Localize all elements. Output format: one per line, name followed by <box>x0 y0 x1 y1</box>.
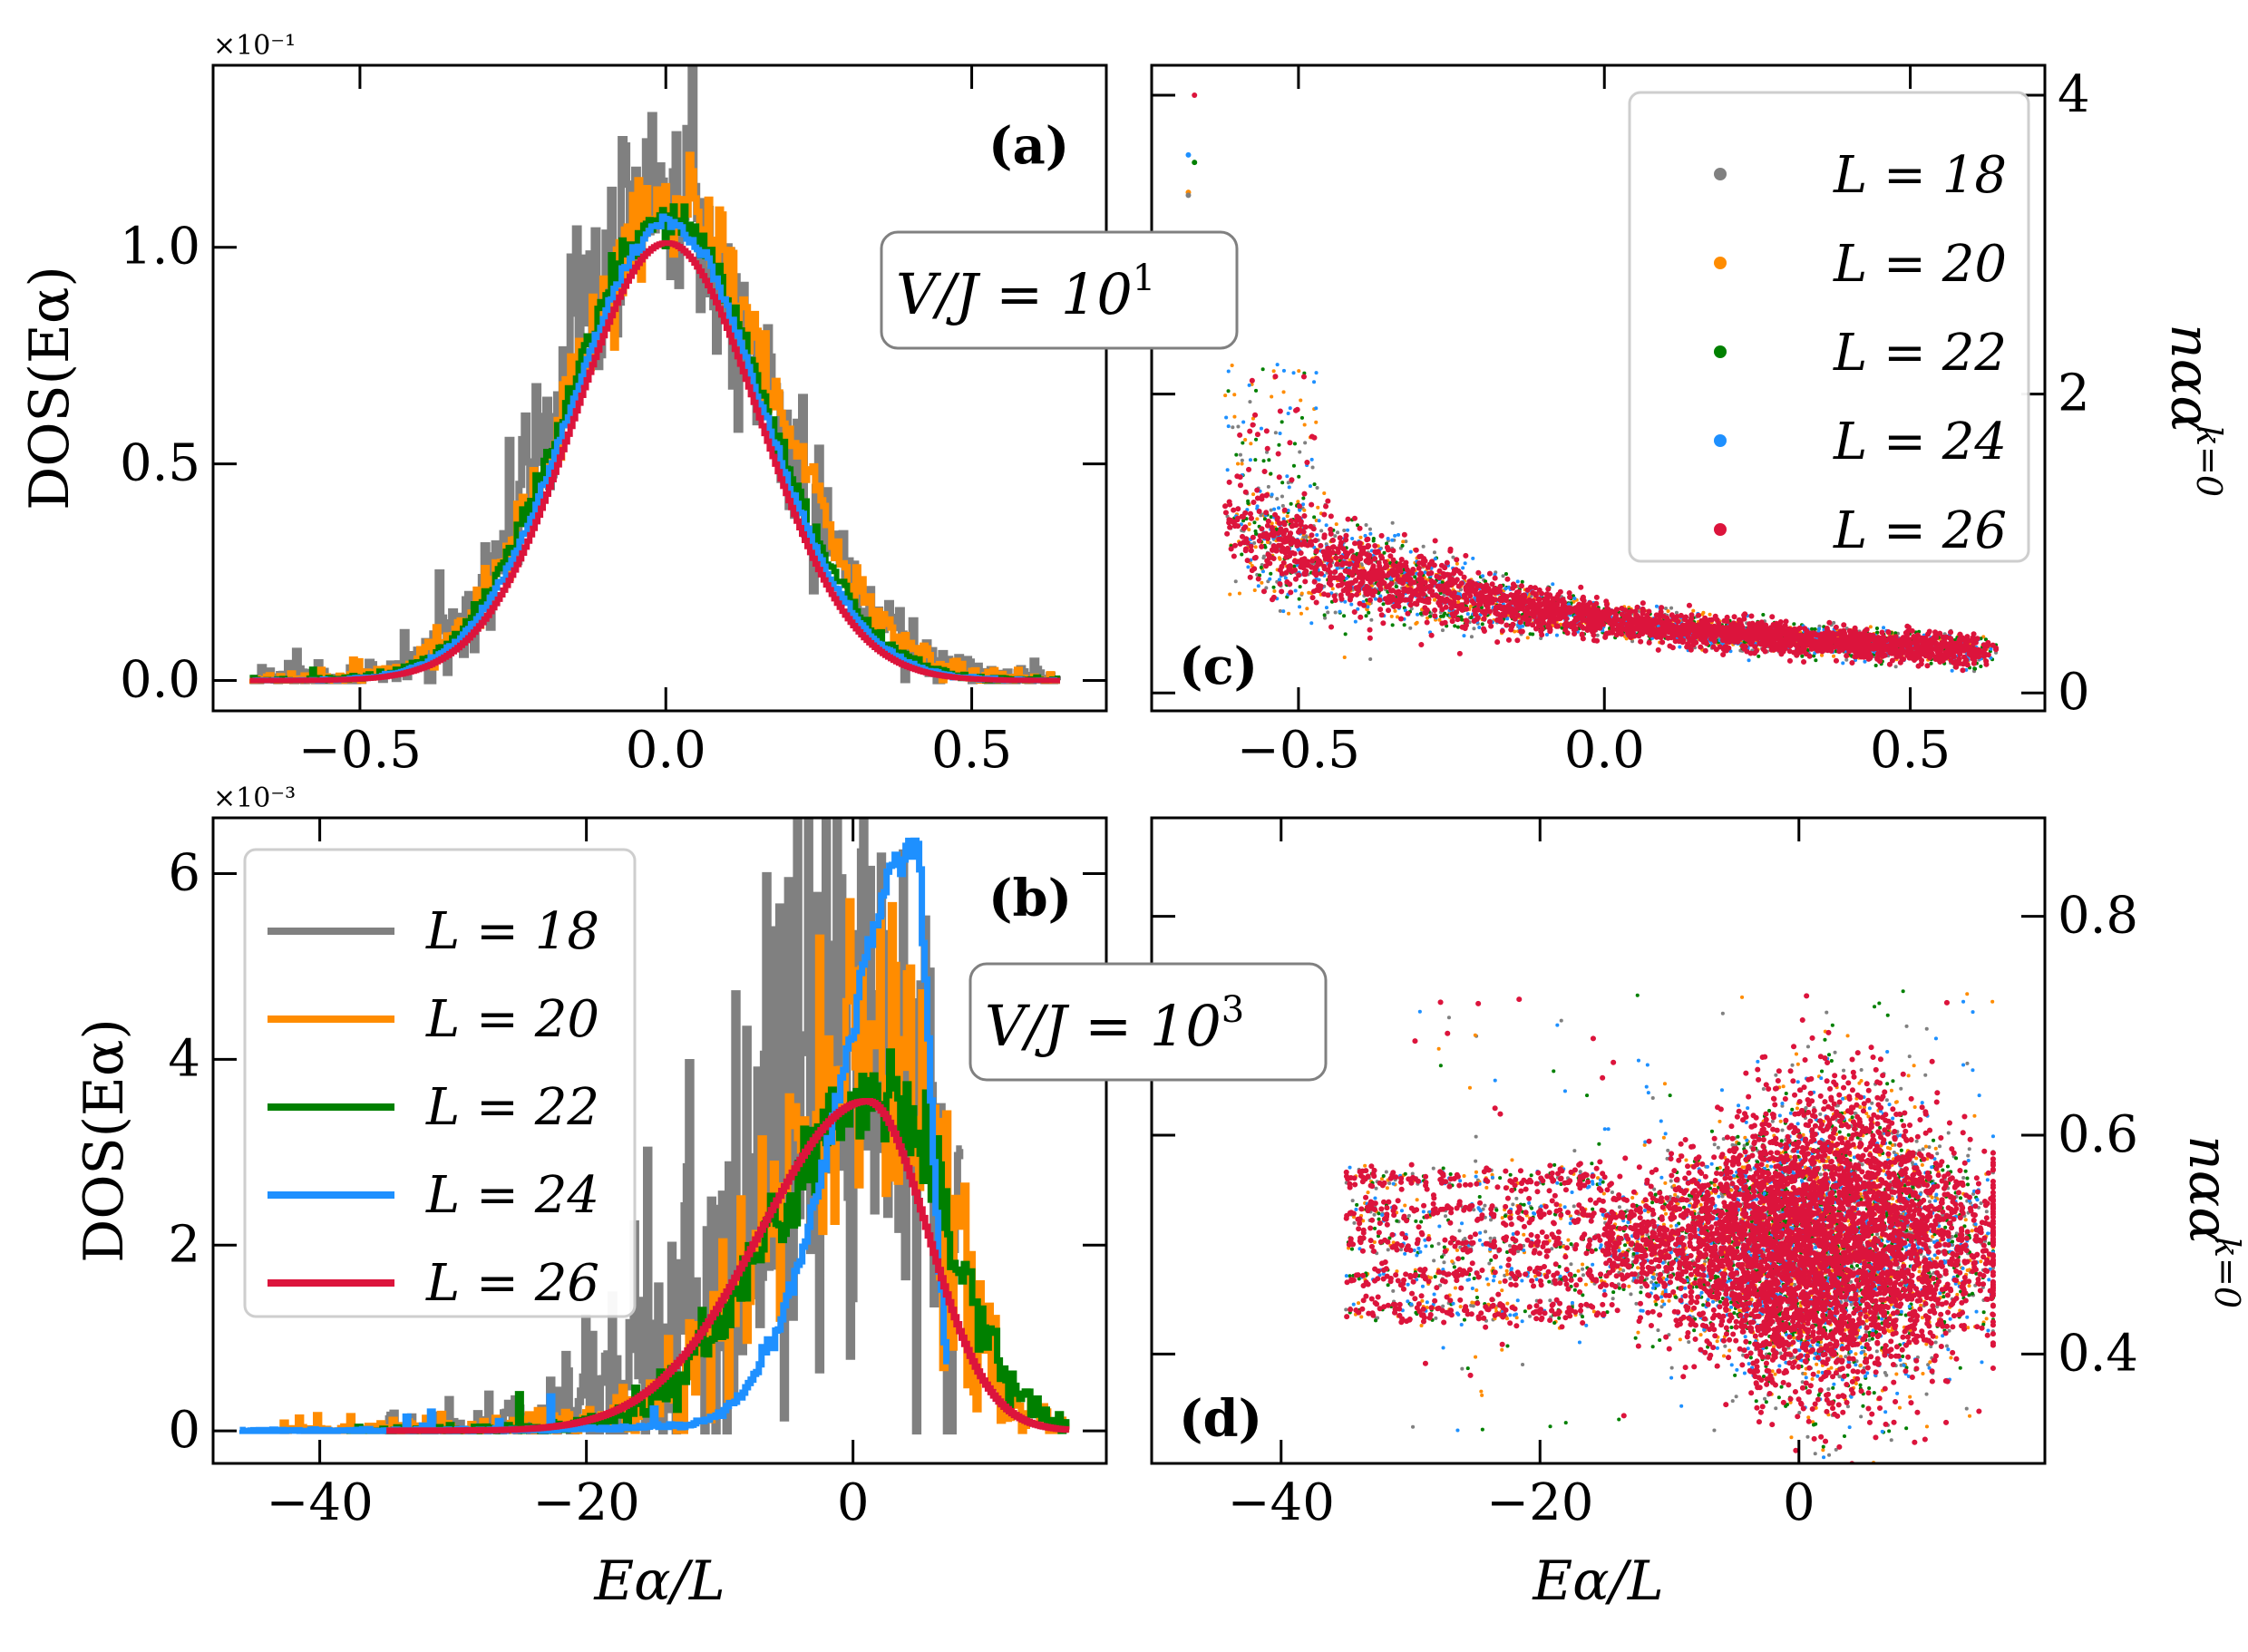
annotation-bottom-text: V/J = 103 <box>985 989 1244 1059</box>
panel-c-ticks: −0.5 0.0 0.5 0 2 4 <box>1152 65 2090 780</box>
annotation-box-bottom-frame <box>968 962 1328 1082</box>
y-tick-label: 0.4 <box>2058 1324 2138 1383</box>
legend-label: L = 24 <box>425 1166 599 1225</box>
y-tick-label: 4 <box>168 1029 200 1088</box>
legend-label: L = 22 <box>1833 324 2007 383</box>
panel-a: −0.5 0.0 0.5 0.0 0.5 1.0 ×10⁻¹ (a) DOS(Eα) <box>18 30 1108 780</box>
y-tick-label: 1.0 <box>120 218 200 277</box>
x-tick-label: 0.0 <box>626 721 706 780</box>
legend-label: L = 22 <box>425 1078 599 1137</box>
panel-c-ylabel: nαα k=0 <box>2158 324 2229 497</box>
panel-a-exponent-label: ×10⁻¹ <box>213 30 296 62</box>
panel-b-xlabel: Eα/L <box>593 1550 725 1613</box>
panel-c-series <box>1185 92 2000 674</box>
panel-b-ticks: −40 −20 0 0 2 4 6 <box>168 818 1106 1532</box>
y-tick-label: 4 <box>2058 65 2090 124</box>
y-tick-label: 0 <box>168 1401 200 1460</box>
y-tick-label: 0 <box>2058 663 2090 722</box>
panel-b: −40 −20 0 0 2 4 6 ×10⁻³ (b) DOS(Eα) Eα/L L = 1… <box>73 782 1108 1613</box>
panel-d-series <box>1343 989 1996 1463</box>
legend-label: L = 20 <box>1833 235 2007 294</box>
panel-b-tag: (b) <box>988 869 1072 928</box>
scatter-outlier <box>1185 192 1192 199</box>
legend-marker <box>1714 168 1727 180</box>
legend-label: L = 24 <box>1833 413 2007 471</box>
panel-c-tag: (c) <box>1179 637 1258 696</box>
panel-d-tag: (d) <box>1179 1389 1262 1449</box>
panel-c-frame <box>1150 63 2047 713</box>
y-tick-label: 2 <box>2058 364 2090 423</box>
panel-b-ylabel: DOS(Eα) <box>73 1018 136 1263</box>
annotation-bottom-main: V/J = 10 <box>985 993 1221 1059</box>
legend-marker <box>1714 257 1727 269</box>
y-tick-label: 0.6 <box>2058 1105 2138 1164</box>
x-tick-label: 0 <box>1783 1473 1815 1532</box>
panel-b-exponent-label: ×10⁻³ <box>213 782 296 814</box>
legend-label: L = 20 <box>425 990 599 1049</box>
panel-c-ylabel-main: nαα <box>2158 324 2222 432</box>
y-tick-label: 6 <box>168 843 200 902</box>
legend-label: L = 26 <box>1833 501 2007 560</box>
series-line-L26 <box>386 1098 1070 1434</box>
y-tick-label: 0.8 <box>2058 887 2138 946</box>
y-tick-label: 2 <box>168 1215 200 1274</box>
panel-d-ylabel: nαα k=0 <box>2176 1135 2247 1308</box>
panel-d-ticks: −40 −20 0 0.4 0.6 0.8 <box>1152 818 2138 1532</box>
scatter-points-L26 <box>1222 374 2000 674</box>
annotation-top-main: V/J = 10 <box>896 261 1133 327</box>
legend-frame <box>1628 91 2030 563</box>
x-tick-label: −20 <box>1486 1473 1593 1532</box>
x-tick-label: 0.5 <box>1870 721 1951 780</box>
y-tick-label: 0.0 <box>120 651 200 710</box>
legend-label: L = 26 <box>425 1254 599 1313</box>
panel-d-frame <box>1150 816 2047 1465</box>
x-tick-label: −20 <box>533 1473 640 1532</box>
scatter-points-L26 <box>1343 993 1996 1463</box>
y-tick-label: 0.5 <box>120 434 200 493</box>
scatter-outlier <box>1185 151 1192 158</box>
x-tick-label: −0.5 <box>298 721 422 780</box>
panel-c-ylabel-sup: k=0 <box>2189 425 2229 497</box>
legend-marker <box>1714 523 1727 536</box>
x-tick-label: −0.5 <box>1237 721 1360 780</box>
panel-a-series <box>248 65 1061 685</box>
annotation-box-top: V/J = 101 <box>880 230 1239 350</box>
legend-marker <box>1714 434 1727 447</box>
panel-d: −40 −20 0 0.4 0.6 0.8 (d) Eα/L nαα k=0 <box>1150 816 2247 1613</box>
x-tick-label: 0 <box>837 1473 870 1532</box>
panel-a-frame <box>211 63 1108 713</box>
legend-label: L = 18 <box>425 902 599 961</box>
panel-d-ylabel-main: nαα <box>2176 1135 2240 1244</box>
panel-d-ylabel-sup: k=0 <box>2207 1237 2247 1308</box>
series-line-L26 <box>249 240 1060 684</box>
scatter-outlier <box>1192 160 1198 166</box>
scatter-outlier <box>1192 92 1198 98</box>
x-tick-label: −40 <box>267 1473 374 1532</box>
panel-b-legend: L = 18 L = 20 L = 22 L = 24 L = 26 <box>243 848 637 1318</box>
x-tick-label: −40 <box>1228 1473 1335 1532</box>
panel-b-frame <box>211 816 1108 1465</box>
panel-a-ticks: −0.5 0.0 0.5 0.0 0.5 1.0 <box>120 65 1106 780</box>
panel-a-tag: (a) <box>988 116 1069 176</box>
panel-c-legend: L = 18 L = 20 L = 22 L = 24 L = 26 <box>1628 91 2030 563</box>
annotation-box-bottom: V/J = 103 <box>968 962 1328 1082</box>
panel-a-ylabel: DOS(Eα) <box>18 266 82 510</box>
annotation-top-exp: 1 <box>1133 258 1155 299</box>
legend-marker <box>1714 345 1727 358</box>
legend-label: L = 18 <box>1833 146 2007 205</box>
x-tick-label: 0.5 <box>931 721 1012 780</box>
annotation-bottom-exp: 3 <box>1221 989 1244 1031</box>
legend-frame <box>243 848 637 1318</box>
series-line-L24 <box>238 837 950 1434</box>
panel-b-series <box>238 818 1070 1435</box>
annotation-top-text: V/J = 101 <box>896 258 1155 327</box>
x-tick-label: 0.0 <box>1564 721 1645 780</box>
panel-d-xlabel: Eα/L <box>1532 1550 1663 1613</box>
annotation-box-top-frame <box>880 230 1239 350</box>
